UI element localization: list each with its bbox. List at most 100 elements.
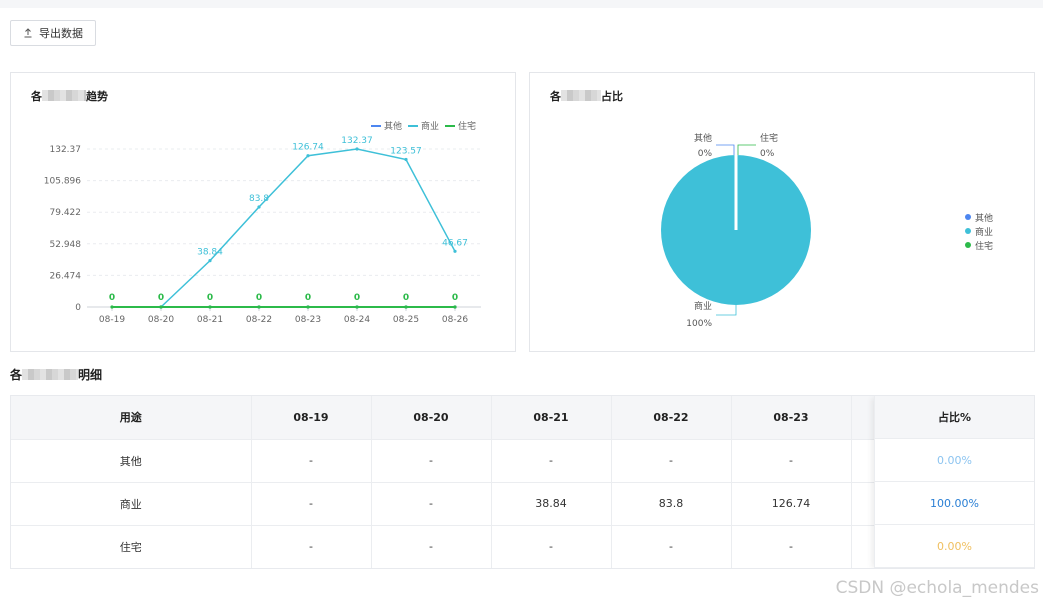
x-tick-label: 08-24 — [344, 315, 370, 325]
pie-label-percent: 0% — [760, 149, 775, 159]
y-tick-label: 132.37 — [50, 145, 82, 155]
ratio-cell: 0.00% — [875, 525, 1034, 568]
table-header-cell: 08-21 — [491, 396, 612, 440]
data-point — [208, 305, 212, 309]
top-bar — [0, 0, 1043, 8]
data-label: 123.57 — [390, 147, 422, 157]
upload-icon — [23, 28, 33, 38]
x-tick-label: 08-20 — [148, 315, 174, 325]
trend-chart-card: 各趋势 0 26.474 52.948 79.422 105.896 132.37 08-1… — [10, 72, 516, 352]
leader-line — [737, 144, 756, 155]
watermark: CSDN @echola_mendes — [835, 578, 1039, 598]
legend-label: 住宅 — [458, 120, 476, 132]
x-tick-label: 08-26 — [442, 315, 468, 325]
data-label: 38.84 — [197, 248, 223, 258]
x-tick-label: 08-23 — [295, 315, 321, 325]
x-tick-label: 08-21 — [197, 315, 223, 325]
pie-legend-item[interactable]: 其他 — [965, 210, 993, 224]
pie-label-name: 住宅 — [760, 132, 778, 144]
table-cell: - — [251, 439, 372, 483]
y-tick-label: 26.474 — [50, 271, 82, 281]
table-cell: - — [611, 525, 732, 568]
legend-label: 商业 — [421, 120, 439, 132]
table-header-cell: 08-22 — [611, 396, 732, 440]
table-cell: 126.74 — [731, 482, 852, 526]
table-header-cell: 08-19 — [251, 396, 372, 440]
pie-label-percent: 100% — [686, 319, 712, 329]
detail-table: 用途 08-19 08-20 08-21 08-22 08-23 其他 - - - - - 商业 - -3… — [10, 395, 1035, 569]
table-cell: - — [731, 525, 852, 568]
y-tick-label: 79.422 — [50, 208, 82, 218]
y-tick-label: 105.896 — [44, 177, 81, 187]
data-label: 132.37 — [341, 136, 373, 146]
table-cell: - — [251, 525, 372, 568]
data-label: 126.74 — [292, 143, 324, 153]
table-cell: - — [371, 482, 492, 526]
trend-chart-title: 各趋势 — [31, 90, 108, 103]
legend-label: 其他 — [384, 120, 402, 132]
table-cell: 商业 — [11, 482, 252, 526]
redacted-text — [22, 369, 79, 380]
y-tick-label: 52.948 — [50, 240, 82, 250]
ratio-chart-card: 各占比 其他 0% 住宅 0% 商业 100% 其他 商业 住宅 — [529, 72, 1035, 352]
table-row: 商业 - -38.84 83.8 126.74 — [11, 482, 1034, 526]
legend-dot — [965, 228, 971, 234]
data-label: 0 — [452, 293, 458, 303]
pie-legend-item[interactable]: 住宅 — [965, 238, 993, 252]
ratio-pie-chart: 其他 0% 住宅 0% 商业 100% — [661, 132, 811, 329]
table-cell: - — [371, 525, 492, 568]
data-point — [453, 305, 457, 309]
table-cell: 住宅 — [11, 525, 252, 568]
table-cell: - — [251, 482, 372, 526]
table-cell: - — [611, 439, 732, 483]
data-point — [453, 249, 457, 253]
ratio-column: 占比% 0.00% 100.00% 0.00% — [874, 396, 1034, 568]
data-point — [355, 147, 359, 151]
ratio-cell: 0.00% — [875, 439, 1034, 482]
table-cell: 83.8 — [611, 482, 732, 526]
data-point — [257, 305, 261, 309]
leader-line — [716, 144, 735, 155]
data-label: 0 — [354, 293, 360, 303]
pie-label-name: 商业 — [694, 300, 712, 312]
pie-label-name: 其他 — [694, 132, 712, 144]
data-point — [355, 305, 359, 309]
table-cell: 其他 — [11, 439, 252, 483]
redacted-text — [42, 90, 86, 101]
table-cell: - — [491, 525, 612, 568]
data-label: 0 — [109, 293, 115, 303]
table-header-cell: 08-20 — [371, 396, 492, 440]
leader-line — [716, 305, 737, 316]
data-label: 83.8 — [249, 194, 269, 204]
x-tick-label: 08-25 — [393, 315, 419, 325]
data-label: 0 — [158, 293, 164, 303]
legend-dot — [965, 214, 971, 220]
legend-label: 商业 — [975, 227, 994, 238]
pie-label-percent: 0% — [698, 149, 713, 159]
table-cell: - — [491, 439, 612, 483]
data-point — [404, 305, 408, 309]
ratio-chart-title: 各占比 — [550, 90, 623, 103]
data-label: 46.67 — [442, 238, 468, 248]
data-point — [208, 259, 212, 263]
y-tick-label: 0 — [75, 303, 81, 313]
export-data-label: 导出数据 — [39, 27, 83, 40]
table-cell: 38.84 — [491, 482, 612, 526]
table-cell: - — [731, 439, 852, 483]
table-header-cell: 用途 — [11, 396, 252, 440]
table-cell: - — [371, 439, 492, 483]
data-label: 0 — [305, 293, 311, 303]
data-point — [404, 157, 408, 162]
legend-label: 住宅 — [975, 241, 994, 252]
x-tick-label: 08-19 — [99, 315, 125, 325]
data-label: 0 — [207, 293, 213, 303]
ratio-column-header: 占比% — [875, 396, 1034, 439]
pie-legend-item[interactable]: 商业 — [965, 224, 993, 238]
data-point — [257, 205, 261, 209]
series-line-2 — [160, 148, 456, 308]
ratio-cell: 100.00% — [875, 482, 1034, 525]
export-data-button[interactable]: 导出数据 — [10, 20, 96, 46]
data-point — [306, 154, 310, 158]
redacted-text — [561, 90, 601, 101]
data-point — [306, 305, 310, 309]
